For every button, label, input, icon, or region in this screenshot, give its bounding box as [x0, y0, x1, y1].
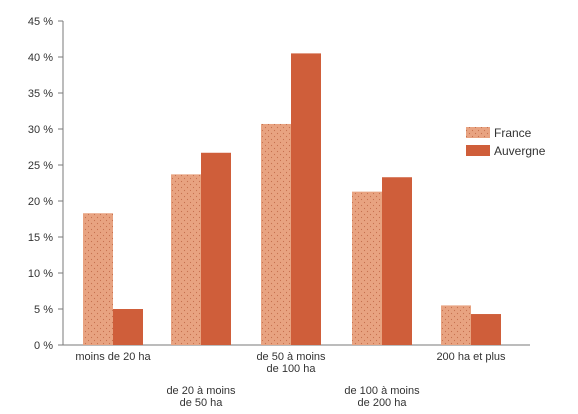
bar-auvergne [382, 177, 412, 345]
y-tick-label: 30 % [28, 124, 53, 136]
legend-label-france: France [494, 126, 532, 140]
category-label: de 100 à moins de 200 ha [344, 385, 420, 409]
y-tick-label: 40 % [28, 52, 53, 64]
bar-france [83, 213, 113, 345]
bars [83, 53, 501, 346]
bar-france [171, 174, 201, 345]
bar-auvergne [201, 152, 231, 345]
y-tick-label: 5 % [34, 304, 53, 316]
y-tick-label: 15 % [28, 232, 53, 244]
y-tick-label: 20 % [28, 196, 53, 208]
legend: France Auvergne [466, 126, 546, 158]
category-labels: moins de 20 ha de 20 à moins de 50 ha de 50… [75, 351, 506, 409]
legend-label-auvergne: Auvergne [494, 144, 546, 158]
axes: 0 % 5 % 10 % 15 % 20 % 25 % 30 % 35 % 40 % 45 % [28, 16, 530, 352]
bar-auvergne [471, 314, 501, 345]
bar-france [352, 191, 382, 345]
y-tick-label: 35 % [28, 88, 53, 100]
y-tick-label: 25 % [28, 160, 53, 172]
bar-auvergne [113, 309, 143, 345]
bar-france [261, 123, 291, 346]
category-label: 200 ha et plus [436, 351, 506, 363]
legend-swatch-france [466, 127, 490, 138]
y-tick-label: 45 % [28, 16, 53, 28]
category-label: moins de 20 ha [75, 351, 151, 363]
legend-swatch-auvergne [466, 145, 490, 156]
y-tick-label: 0 % [34, 340, 53, 352]
category-label: de 50 à moins de 100 ha [256, 351, 326, 375]
bar-france [441, 305, 471, 345]
category-label: de 20 à moins de 50 ha [166, 385, 236, 409]
bar-auvergne [291, 53, 321, 346]
y-tick-label: 10 % [28, 268, 53, 280]
